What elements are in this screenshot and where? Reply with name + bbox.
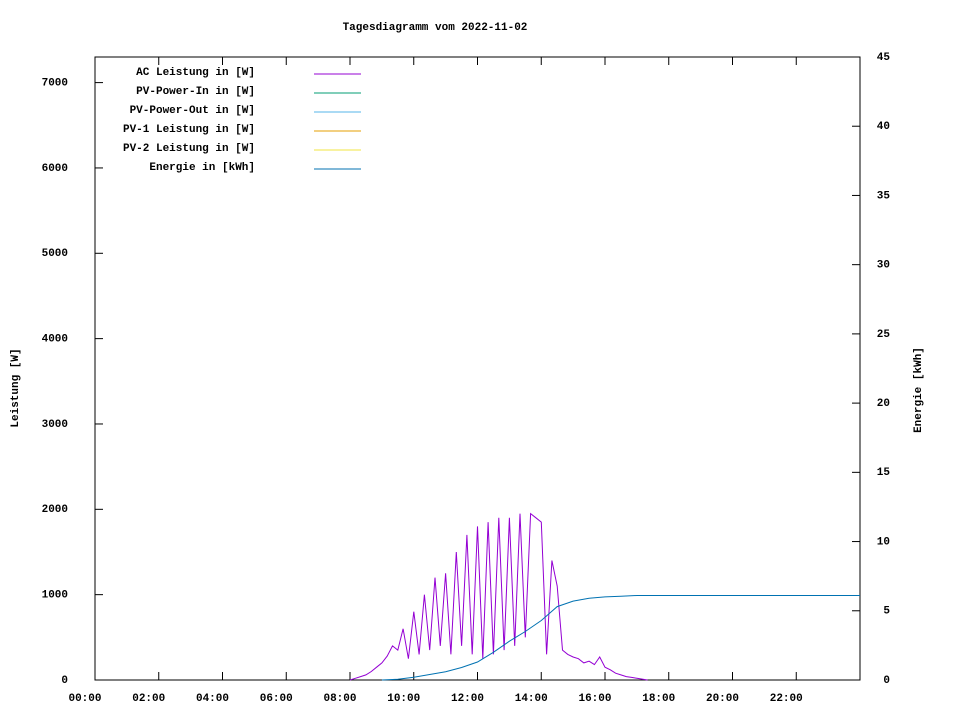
y2-tick-label: 10 xyxy=(877,536,890,548)
chart-title: Tagesdiagramm vom 2022-11-02 xyxy=(343,22,528,34)
y-tick-label: 3000 xyxy=(42,419,68,431)
x-tick-label: 18:00 xyxy=(642,693,675,705)
y2-tick-label: 30 xyxy=(877,260,890,272)
x-tick-label: 10:00 xyxy=(387,693,420,705)
x-tick-label: 04:00 xyxy=(196,693,229,705)
y2-tick-label: 45 xyxy=(877,52,891,64)
y2-tick-label: 25 xyxy=(877,329,891,341)
y-tick-label: 0 xyxy=(61,675,68,687)
x-tick-label: 00:00 xyxy=(68,693,101,705)
y-tick-label: 6000 xyxy=(42,163,68,175)
x-tick-label: 14:00 xyxy=(515,693,548,705)
y-axis-label: Leistung [W] xyxy=(10,348,22,427)
x-tick-label: 16:00 xyxy=(578,693,611,705)
x-tick-label: 20:00 xyxy=(706,693,739,705)
y2-axis-label: Energie [kWh] xyxy=(913,347,925,433)
x-tick-label: 12:00 xyxy=(451,693,484,705)
legend-label: PV-1 Leistung in [W] xyxy=(123,124,255,136)
x-tick-label: 02:00 xyxy=(132,693,165,705)
legend-label: Energie in [kWh] xyxy=(149,162,255,174)
legend-label: AC Leistung in [W] xyxy=(136,67,255,79)
series-line xyxy=(349,512,648,681)
y-tick-label: 4000 xyxy=(42,334,68,346)
y2-tick-label: 35 xyxy=(877,190,891,202)
y-tick-label: 7000 xyxy=(42,78,68,90)
series-line xyxy=(381,595,860,681)
y-tick-label: 2000 xyxy=(42,504,68,516)
y2-tick-label: 15 xyxy=(877,467,891,479)
y2-tick-label: 40 xyxy=(877,121,890,133)
legend-label: PV-Power-In in [W] xyxy=(136,86,255,98)
y-tick-label: 5000 xyxy=(42,248,68,260)
y2-tick-label: 20 xyxy=(877,398,890,410)
legend-label: PV-2 Leistung in [W] xyxy=(123,143,255,155)
legend-label: PV-Power-Out in [W] xyxy=(130,105,255,117)
y2-tick-label: 0 xyxy=(883,675,890,687)
x-tick-label: 08:00 xyxy=(323,693,356,705)
y2-tick-label: 5 xyxy=(883,606,890,618)
y-tick-label: 1000 xyxy=(42,590,68,602)
x-tick-label: 22:00 xyxy=(770,693,803,705)
x-tick-label: 06:00 xyxy=(260,693,293,705)
